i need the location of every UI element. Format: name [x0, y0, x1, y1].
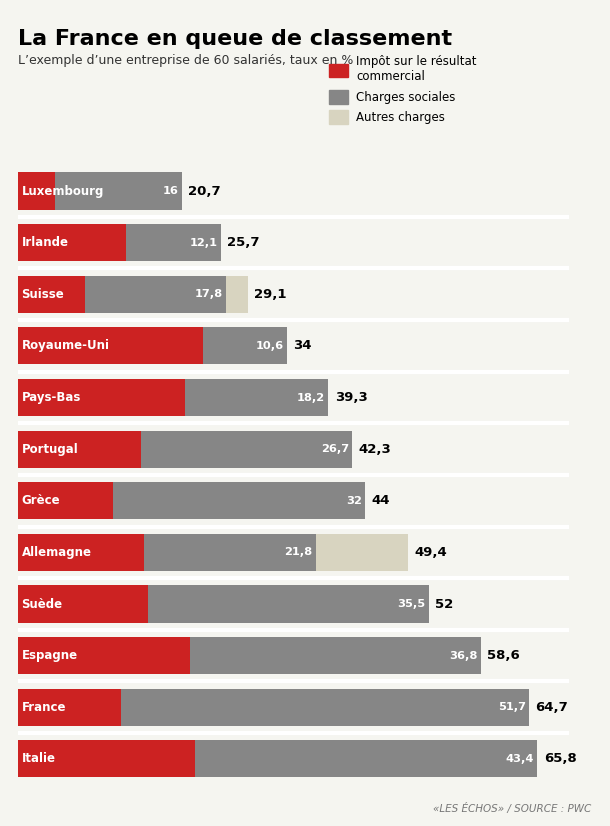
Text: 34: 34 [293, 339, 311, 353]
Text: 64,7: 64,7 [535, 700, 568, 714]
Text: Allemagne: Allemagne [21, 546, 92, 559]
Bar [18, 379, 185, 416]
Text: 29,1: 29,1 [254, 287, 287, 301]
Text: L’exemple d’une entreprise de 60 salariés, taux en %: L’exemple d’une entreprise de 60 salarié… [18, 54, 354, 67]
Text: 20,7: 20,7 [188, 184, 221, 197]
Legend: Impôt sur le résultat
commercial, Charges sociales, Autres charges: Impôt sur le résultat commercial, Charge… [329, 55, 477, 124]
Text: 18,2: 18,2 [297, 392, 325, 402]
Bar [226, 276, 248, 313]
Text: France: France [21, 700, 66, 714]
Text: 52: 52 [435, 597, 453, 610]
Text: 58,6: 58,6 [487, 649, 520, 662]
Bar [190, 637, 481, 674]
Text: Irlande: Irlande [21, 236, 68, 249]
Bar [121, 689, 529, 726]
Text: 35,5: 35,5 [397, 599, 425, 609]
Text: 25,7: 25,7 [228, 236, 260, 249]
Bar [144, 534, 316, 571]
Bar [18, 276, 85, 313]
Bar [85, 276, 226, 313]
Bar [195, 740, 537, 777]
Bar [18, 689, 121, 726]
Bar [142, 430, 352, 468]
Text: Italie: Italie [21, 752, 56, 766]
Text: Pays-Bas: Pays-Bas [21, 391, 81, 404]
Bar [126, 224, 221, 261]
Text: 21,8: 21,8 [284, 548, 312, 558]
Bar [18, 586, 148, 623]
Text: 36,8: 36,8 [449, 651, 478, 661]
Bar [18, 637, 190, 674]
Bar [18, 740, 195, 777]
Bar [18, 534, 144, 571]
Text: 44: 44 [371, 494, 390, 507]
Text: «LES ÉCHOS» / SOURCE : PWC: «LES ÉCHOS» / SOURCE : PWC [434, 803, 592, 814]
Bar [113, 482, 365, 520]
Text: 10,6: 10,6 [255, 341, 284, 351]
Bar [18, 173, 56, 210]
Bar [148, 586, 429, 623]
Bar [203, 327, 287, 364]
Text: 65,8: 65,8 [544, 752, 576, 766]
Text: La France en queue de classement: La France en queue de classement [18, 29, 453, 49]
Text: 32: 32 [346, 496, 362, 506]
Text: Royaume-Uni: Royaume-Uni [21, 339, 109, 353]
Text: 12,1: 12,1 [190, 238, 218, 248]
Bar [18, 224, 126, 261]
Text: Suisse: Suisse [21, 287, 64, 301]
Text: Espagne: Espagne [21, 649, 77, 662]
Text: 42,3: 42,3 [358, 443, 391, 456]
Text: Grèce: Grèce [21, 494, 60, 507]
Bar [316, 534, 408, 571]
Bar [18, 430, 142, 468]
Text: 26,7: 26,7 [321, 444, 349, 454]
Text: 16: 16 [163, 186, 179, 196]
Text: 51,7: 51,7 [498, 702, 526, 712]
Bar [56, 173, 182, 210]
Text: 39,3: 39,3 [335, 391, 367, 404]
Text: 49,4: 49,4 [414, 546, 447, 559]
Text: Luxembourg: Luxembourg [21, 184, 104, 197]
Text: 43,4: 43,4 [506, 754, 534, 764]
Bar [18, 482, 113, 520]
Text: Suède: Suède [21, 597, 63, 610]
Bar [18, 327, 203, 364]
Bar [185, 379, 328, 416]
Text: Portugal: Portugal [21, 443, 78, 456]
Text: 17,8: 17,8 [195, 289, 223, 299]
